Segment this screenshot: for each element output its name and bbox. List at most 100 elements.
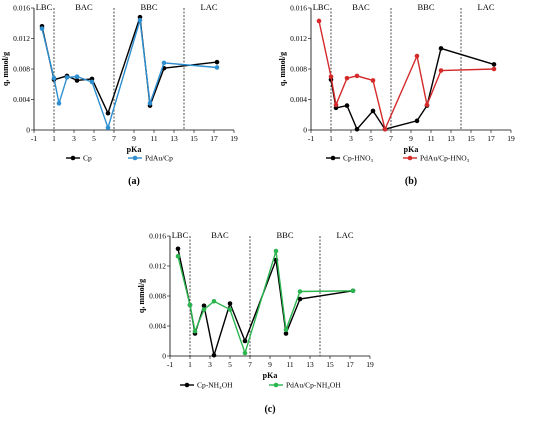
data-point: [283, 327, 289, 333]
x-tick-label: 19: [230, 134, 238, 143]
region-label-bbc: BBC: [417, 2, 434, 12]
x-tick-label: 3: [349, 134, 353, 143]
region-label-lbc: LBC: [36, 2, 53, 12]
data-point: [214, 59, 220, 65]
data-point: [89, 79, 95, 85]
data-point: [344, 103, 350, 108]
series-line: [177, 250, 354, 356]
series-line: [330, 47, 495, 131]
x-tick-label: 3: [72, 134, 76, 143]
region-label-bac: BAC: [352, 2, 370, 12]
y-axis-label: q, mmol/g: [278, 52, 287, 86]
panel-label: (a): [128, 176, 140, 187]
y-tick-label: 0.016: [13, 4, 30, 13]
legend-entry: Cp-NH₄OH: [197, 381, 233, 390]
data-point: [491, 62, 497, 67]
y-axis-label: q, mmol/g: [1, 52, 10, 86]
region-label-lac: LAC: [337, 230, 354, 240]
data-point: [328, 74, 334, 79]
y-tick-label: 0.004: [13, 95, 30, 104]
data-point: [354, 73, 360, 79]
data-point: [56, 101, 62, 106]
data-point: [242, 338, 248, 344]
data-point: [175, 253, 181, 259]
legend-marker: [132, 155, 138, 161]
x-tick-label: 15: [467, 134, 475, 143]
panel-label: (c): [264, 404, 275, 415]
data-point: [214, 65, 220, 70]
legend-entry: PdAu/Cp-NH₄OH: [286, 381, 341, 390]
x-tick-label: 13: [306, 360, 314, 369]
x-tick-label: 5: [228, 360, 232, 369]
data-point: [175, 246, 181, 252]
y-tick-label: 0.012: [13, 34, 30, 43]
y-tick-label: 0.008: [13, 65, 30, 74]
region-label-lbc: LBC: [172, 230, 189, 240]
region-label-lbc: LBC: [313, 2, 330, 12]
x-tick-label: 11: [286, 360, 293, 369]
x-axis-label: pKa: [127, 145, 142, 154]
x-tick-label: 19: [366, 360, 374, 369]
y-tick-label: 0.004: [149, 322, 166, 331]
series-line: [41, 16, 218, 116]
x-tick-label: 5: [369, 134, 373, 143]
x-axis-label: pKa: [404, 145, 419, 154]
region-label-lac: LAC: [201, 2, 218, 12]
y-tick-label: 0.016: [149, 232, 166, 241]
panel-label: (b): [405, 176, 417, 187]
x-tick-label: 5: [92, 134, 96, 143]
x-tick-label: -1: [167, 360, 173, 369]
y-tick-label: 0.012: [149, 262, 166, 271]
x-tick-label: 11: [427, 134, 434, 143]
x-tick-label: 1: [52, 134, 56, 143]
x-axis-label: pKa: [263, 371, 278, 380]
data-point: [438, 68, 444, 73]
x-tick-label: 9: [409, 134, 413, 143]
data-point: [227, 301, 233, 306]
legend-entry: PdAu/Cp-HNO₃: [420, 154, 470, 163]
legend-marker: [330, 155, 336, 161]
x-tick-label: 7: [112, 134, 116, 143]
data-point: [382, 126, 388, 132]
y-tick-label: 0.008: [149, 292, 166, 301]
y-tick-label: 0.004: [290, 95, 307, 104]
data-point: [283, 331, 289, 336]
x-tick-label: 15: [190, 134, 198, 143]
x-tick-label: 17: [346, 360, 354, 369]
region-label-bac: BAC: [75, 2, 93, 12]
x-tick-label: 3: [208, 360, 212, 369]
x-tick-label: 7: [248, 360, 252, 369]
x-tick-label: -1: [308, 134, 314, 143]
legend-marker: [407, 155, 413, 161]
data-point: [74, 74, 80, 79]
legend-marker: [273, 382, 279, 388]
legend-entry: PdAu/Cp: [145, 154, 173, 163]
data-point: [192, 328, 198, 334]
data-point: [187, 302, 193, 308]
legend-marker: [184, 382, 190, 388]
x-tick-label: 1: [329, 134, 333, 143]
y-tick-label: 0: [26, 126, 30, 135]
data-point: [64, 75, 70, 80]
x-tick-label: 17: [487, 134, 495, 143]
data-point: [370, 108, 376, 114]
region-label-lac: LAC: [478, 2, 495, 12]
data-point: [273, 248, 279, 254]
y-tick-label: 0: [162, 352, 166, 361]
x-tick-label: 1: [188, 360, 192, 369]
data-point: [227, 307, 233, 312]
series-line: [318, 20, 495, 132]
data-point: [414, 53, 420, 59]
data-point: [211, 352, 217, 358]
data-point: [105, 125, 111, 131]
data-point: [201, 303, 207, 309]
legend-marker: [70, 155, 76, 161]
y-tick-label: 0.012: [290, 34, 307, 43]
data-point: [147, 101, 153, 106]
data-point: [137, 17, 143, 23]
data-point: [491, 66, 497, 72]
data-point: [414, 118, 420, 124]
x-tick-label: 17: [210, 134, 218, 143]
